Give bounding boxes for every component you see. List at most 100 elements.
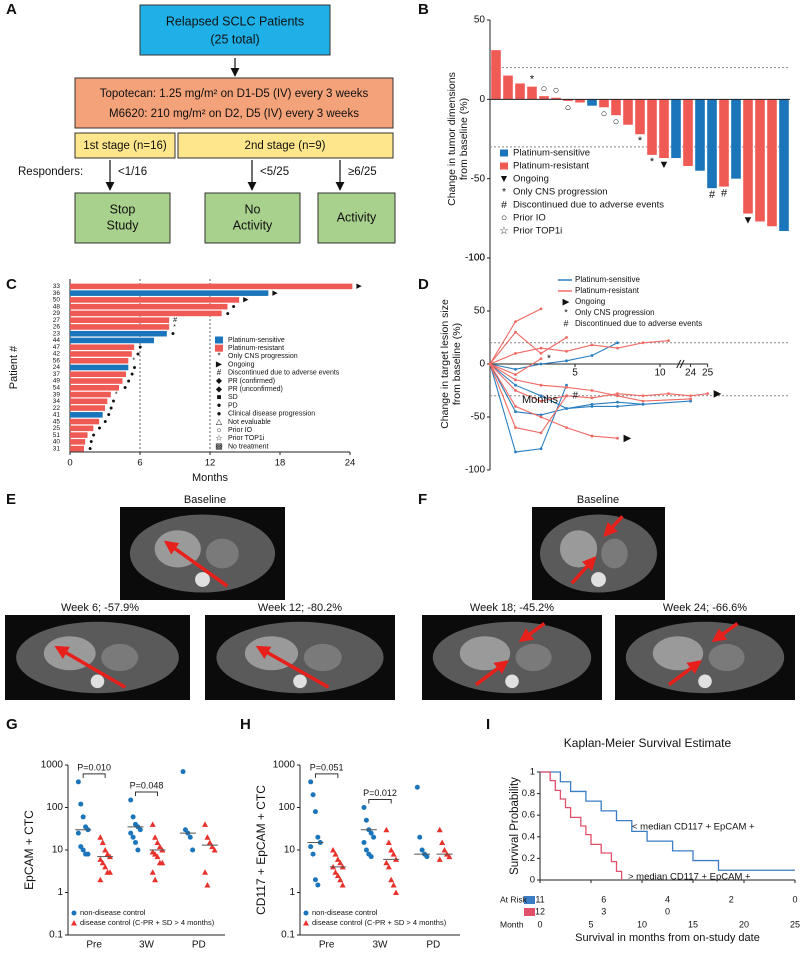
ct-arrow — [54, 645, 127, 689]
ct-spine — [90, 674, 105, 689]
at-risk-count: 4 — [665, 894, 670, 904]
x-tick-label: 10 — [637, 919, 647, 929]
legend-symbol: # — [563, 318, 568, 328]
panel-label: E — [6, 491, 16, 508]
y-tick-label: 39 — [53, 391, 61, 398]
legend-label: Ongoing — [228, 361, 255, 368]
bar-annotation: ▶ — [243, 297, 249, 304]
data-point — [539, 431, 543, 435]
data-point — [312, 877, 318, 883]
p-value: P=0.048 — [130, 780, 164, 790]
data-point — [99, 859, 106, 866]
p-bracket — [314, 773, 339, 778]
data-point — [332, 851, 339, 857]
legend-label: Only CNS progression — [228, 353, 298, 360]
flow-text: 2nd stage (n=9) — [245, 140, 326, 152]
panel-label: I — [486, 716, 490, 733]
data-point — [539, 415, 543, 419]
bar — [563, 99, 573, 101]
data-point — [156, 843, 163, 850]
data-point — [590, 434, 594, 438]
bar — [70, 330, 167, 337]
data-point — [436, 856, 443, 862]
data-point — [368, 854, 374, 860]
data-point — [204, 834, 211, 840]
bar-annotation: ○ — [541, 83, 548, 95]
y-tick-label: 29 — [53, 310, 61, 317]
y-tick-label: 10 — [52, 845, 64, 856]
bar — [599, 99, 609, 108]
bar-annotation: # — [709, 189, 716, 201]
y-tick-label: 56 — [53, 357, 61, 364]
bar — [731, 99, 741, 179]
data-point — [414, 784, 420, 790]
y-tick-label: 48 — [53, 303, 61, 310]
y-axis-label: CD117 + EpCAM + CTC — [254, 785, 268, 915]
x-tick-label: 20 — [739, 919, 749, 929]
y-tick-label: 100 — [278, 802, 295, 813]
data-point — [616, 392, 619, 396]
y-tick-label: 0 — [530, 875, 535, 886]
data-point — [539, 383, 543, 387]
bar-annotation: ● — [136, 351, 140, 358]
x-tick-label: 0 — [537, 919, 542, 929]
bar-annotation: ● — [88, 445, 92, 452]
legend-label: Only CNS progression — [513, 187, 608, 198]
at-risk-count: 2 — [729, 894, 734, 904]
bar-annotation: ○ — [601, 108, 608, 120]
legend-label: Platinum-sensitive — [228, 337, 285, 344]
ct-organ — [708, 643, 745, 672]
bar-annotation: * — [638, 135, 643, 147]
bar-annotation: ● — [132, 364, 136, 371]
bar — [70, 357, 129, 364]
p-value: P=0.051 — [310, 762, 344, 772]
flow-text: ≥6/25 — [348, 166, 377, 178]
data-line — [489, 363, 691, 402]
at-risk-swatch — [524, 896, 535, 904]
x-tick-label: 3W — [139, 940, 155, 951]
legend-label: Prior IO — [513, 213, 546, 224]
data-point — [393, 889, 399, 895]
data-point — [180, 769, 186, 775]
data-point — [439, 839, 446, 846]
ct-organ — [515, 643, 552, 672]
data-point — [689, 399, 692, 403]
flow-text: Relapsed SCLC Patients — [166, 14, 304, 28]
flow-text: Topotecan: 1.25 mg/m² on D1-D5 (IV) ever… — [100, 88, 369, 100]
bar — [707, 99, 717, 189]
bar-annotation: ▼ — [743, 214, 754, 226]
data-point — [149, 821, 156, 827]
data-point — [390, 851, 397, 857]
line-annotation: ▶ — [714, 388, 722, 399]
data-point — [539, 447, 543, 451]
y-tick-label: 37 — [53, 371, 61, 378]
x-axis-label: Survival in months from on-study date — [575, 932, 760, 944]
y-axis-label: EpCAM + CTC — [22, 810, 36, 890]
y-tick-label: 1 — [57, 887, 63, 898]
x-tick-label: Pre — [86, 940, 102, 951]
data-point — [417, 834, 423, 840]
legend-marker — [303, 910, 309, 916]
x-tick-label: 25 — [702, 368, 714, 379]
bar-annotation: ● — [111, 398, 115, 405]
bar-annotation: * — [530, 74, 535, 86]
data-point — [616, 400, 619, 404]
data-point — [85, 851, 91, 857]
data-point — [514, 330, 517, 334]
panel-label: H — [240, 716, 251, 733]
y-axis-label: Change in target lesion size — [439, 299, 451, 429]
data-point — [337, 876, 344, 883]
data-point — [565, 383, 568, 387]
y-tick-label: 0.1 — [49, 930, 63, 941]
bar — [611, 99, 621, 116]
data-point — [385, 863, 392, 870]
bar — [503, 75, 513, 100]
month-label: Month — [500, 919, 524, 929]
bar — [70, 344, 135, 350]
survival-curve — [540, 771, 795, 871]
data-point — [154, 839, 161, 846]
y-tick-label: 25 — [53, 425, 61, 432]
bar-annotation: ▶ — [272, 290, 278, 297]
bar-annotation: ● — [123, 385, 127, 392]
line-annotation: # — [573, 390, 579, 401]
